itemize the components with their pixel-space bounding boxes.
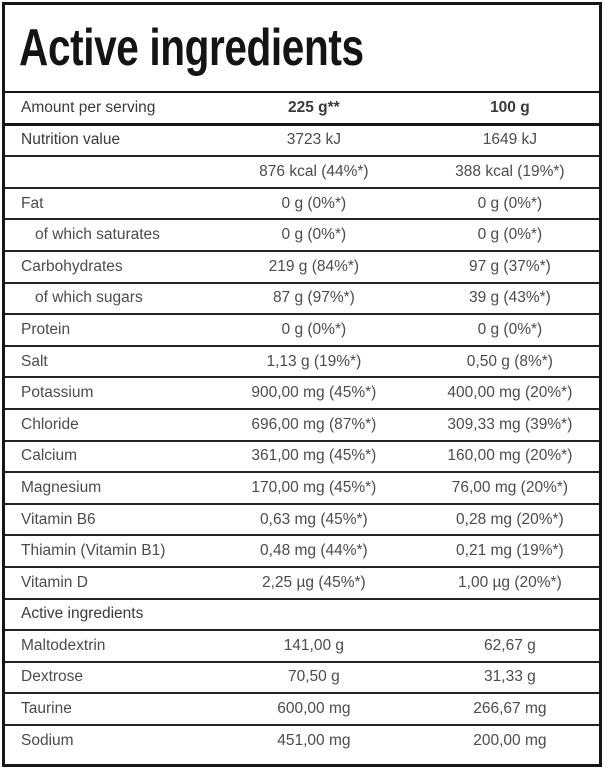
value-per-100g: 1649 kJ (482, 131, 538, 149)
value-per-serving: 0,48 mg (44%*) (260, 542, 368, 560)
table-row: Protein 0 g (0%*) 0 g (0%*) (5, 314, 599, 346)
value-per-serving: 141,00 g (283, 636, 345, 654)
value-per-100g: 62,67 g (484, 636, 536, 654)
value-per-100g: 1,00 µg (20%*) (458, 573, 562, 591)
row-label: Nutrition value (21, 131, 121, 149)
value-per-100g: 0 g (0%*) (477, 320, 543, 338)
table-row: Carbohydrates 219 g (84%*) 97 g (37%*) (5, 251, 599, 283)
table-row: Magnesium 170,00 mg (45%*) 76,00 mg (20%*) (5, 472, 599, 504)
row-label: Carbohydrates (21, 257, 123, 275)
value-per-100g: 76,00 mg (20%*) (451, 478, 569, 496)
row-label: Maltodextrin (21, 636, 106, 654)
column-header-amount-per-serving: Amount per serving (21, 98, 156, 116)
row-label: Magnesium (21, 478, 102, 496)
value-per-100g: 0,21 mg (19%*) (456, 542, 564, 560)
table-row: Sodium 451,00 mg 200,00 mg (5, 725, 599, 756)
table-row: Fat 0 g (0%*) 0 g (0%*) (5, 188, 599, 220)
value-per-serving: 876 kcal (44%*) (259, 162, 369, 180)
value-per-serving: 1,13 g (19%*) (266, 352, 362, 370)
table-row: Calcium 361,00 mg (45%*) 160,00 mg (20%*) (5, 441, 599, 473)
table-row: Dextrose 70,50 g 31,33 g (5, 662, 599, 694)
value-per-serving: 87 g (97%*) (272, 289, 355, 307)
value-per-100g: 97 g (37%*) (468, 257, 551, 275)
table-row: Salt 1,13 g (19%*) 0,50 g (8%*) (5, 346, 599, 378)
title-bar: Active ingredients (5, 5, 599, 93)
table-row: 876 kcal (44%*) 388 kcal (19%*) (5, 156, 599, 188)
value-per-serving: 170,00 mg (45%*) (251, 478, 377, 496)
table-row: Taurine 600,00 mg 266,67 mg (5, 693, 599, 725)
value-per-100g: 31,33 g (484, 668, 536, 686)
row-label: Dextrose (21, 668, 84, 686)
value-per-100g: 400,00 mg (20%*) (447, 384, 573, 402)
table-row: Chloride 696,00 mg (87%*) 309,33 mg (39%*) (5, 409, 599, 441)
value-per-serving: 0 g (0%*) (281, 226, 347, 244)
table-row: Maltodextrin 141,00 g 62,67 g (5, 630, 599, 662)
row-label: Vitamin D (21, 573, 88, 591)
value-per-serving: 219 g (84%*) (268, 257, 360, 275)
table-header-row: Amount per serving 225 g** 100 g (5, 93, 599, 125)
nutrition-table: Amount per serving 225 g** 100 g Nutriti… (5, 93, 599, 755)
row-label: Chloride (21, 415, 79, 433)
table-row: Thiamin (Vitamin B1) 0,48 mg (44%*) 0,21 m… (5, 535, 599, 567)
section-title: Active ingredients (21, 605, 144, 623)
table-row: of which sugars 87 g (97%*) 39 g (43%*) (5, 283, 599, 315)
page-title: Active ingredients (19, 19, 364, 77)
value-per-100g: 0,28 mg (20%*) (456, 510, 564, 528)
value-per-serving: 0 g (0%*) (281, 320, 347, 338)
row-label: of which saturates (35, 226, 160, 244)
table-row: Potassium 900,00 mg (45%*) 400,00 mg (20%*… (5, 377, 599, 409)
row-label: Calcium (21, 447, 77, 465)
value-per-serving: 70,50 g (288, 668, 340, 686)
value-per-serving: 696,00 mg (87%*) (251, 415, 377, 433)
value-per-100g: 0 g (0%*) (477, 194, 543, 212)
value-per-serving: 900,00 mg (45%*) (251, 384, 377, 402)
column-header-per-100g: 100 g (490, 98, 530, 116)
row-label: Sodium (21, 731, 74, 749)
row-label (5, 156, 207, 188)
value-per-100g: 200,00 mg (473, 731, 547, 749)
row-label: of which sugars (35, 289, 143, 307)
row-label: Salt (21, 352, 48, 370)
value-per-100g: 160,00 mg (20%*) (447, 447, 573, 465)
value-per-serving: 451,00 mg (277, 731, 351, 749)
column-header-per-serving: 225 g** (288, 98, 340, 116)
row-label: Fat (21, 194, 44, 212)
table-row: Vitamin B6 0,63 mg (45%*) 0,28 mg (20%*) (5, 504, 599, 536)
value-per-serving: 2,25 µg (45%*) (262, 573, 366, 591)
table-row: Nutrition value 3723 kJ 1649 kJ (5, 124, 599, 157)
value-per-serving: 600,00 mg (277, 700, 351, 718)
value-per-serving: 0 g (0%*) (281, 194, 347, 212)
table-row: of which saturates 0 g (0%*) 0 g (0%*) (5, 219, 599, 251)
value-per-serving: 0,63 mg (45%*) (260, 510, 368, 528)
row-label: Thiamin (Vitamin B1) (21, 542, 166, 560)
table-body: Nutrition value 3723 kJ 1649 kJ 876 kcal (4… (5, 124, 599, 755)
row-label: Vitamin B6 (21, 510, 96, 528)
value-per-100g: 309,33 mg (39%*) (447, 415, 573, 433)
value-per-serving: 361,00 mg (45%*) (251, 447, 377, 465)
value-per-serving: 3723 kJ (286, 131, 342, 149)
value-per-100g: 39 g (43%*) (468, 289, 551, 307)
row-label: Potassium (21, 384, 94, 402)
section-header-row: Active ingredients (5, 599, 599, 631)
row-label: Protein (21, 320, 71, 338)
table-row: Vitamin D 2,25 µg (45%*) 1,00 µg (20%*) (5, 567, 599, 599)
value-per-100g: 0 g (0%*) (477, 226, 543, 244)
value-per-100g: 0,50 g (8%*) (466, 352, 553, 370)
value-per-100g: 266,67 mg (473, 700, 547, 718)
row-label: Taurine (21, 700, 72, 718)
value-per-100g: 388 kcal (19%*) (455, 162, 565, 180)
